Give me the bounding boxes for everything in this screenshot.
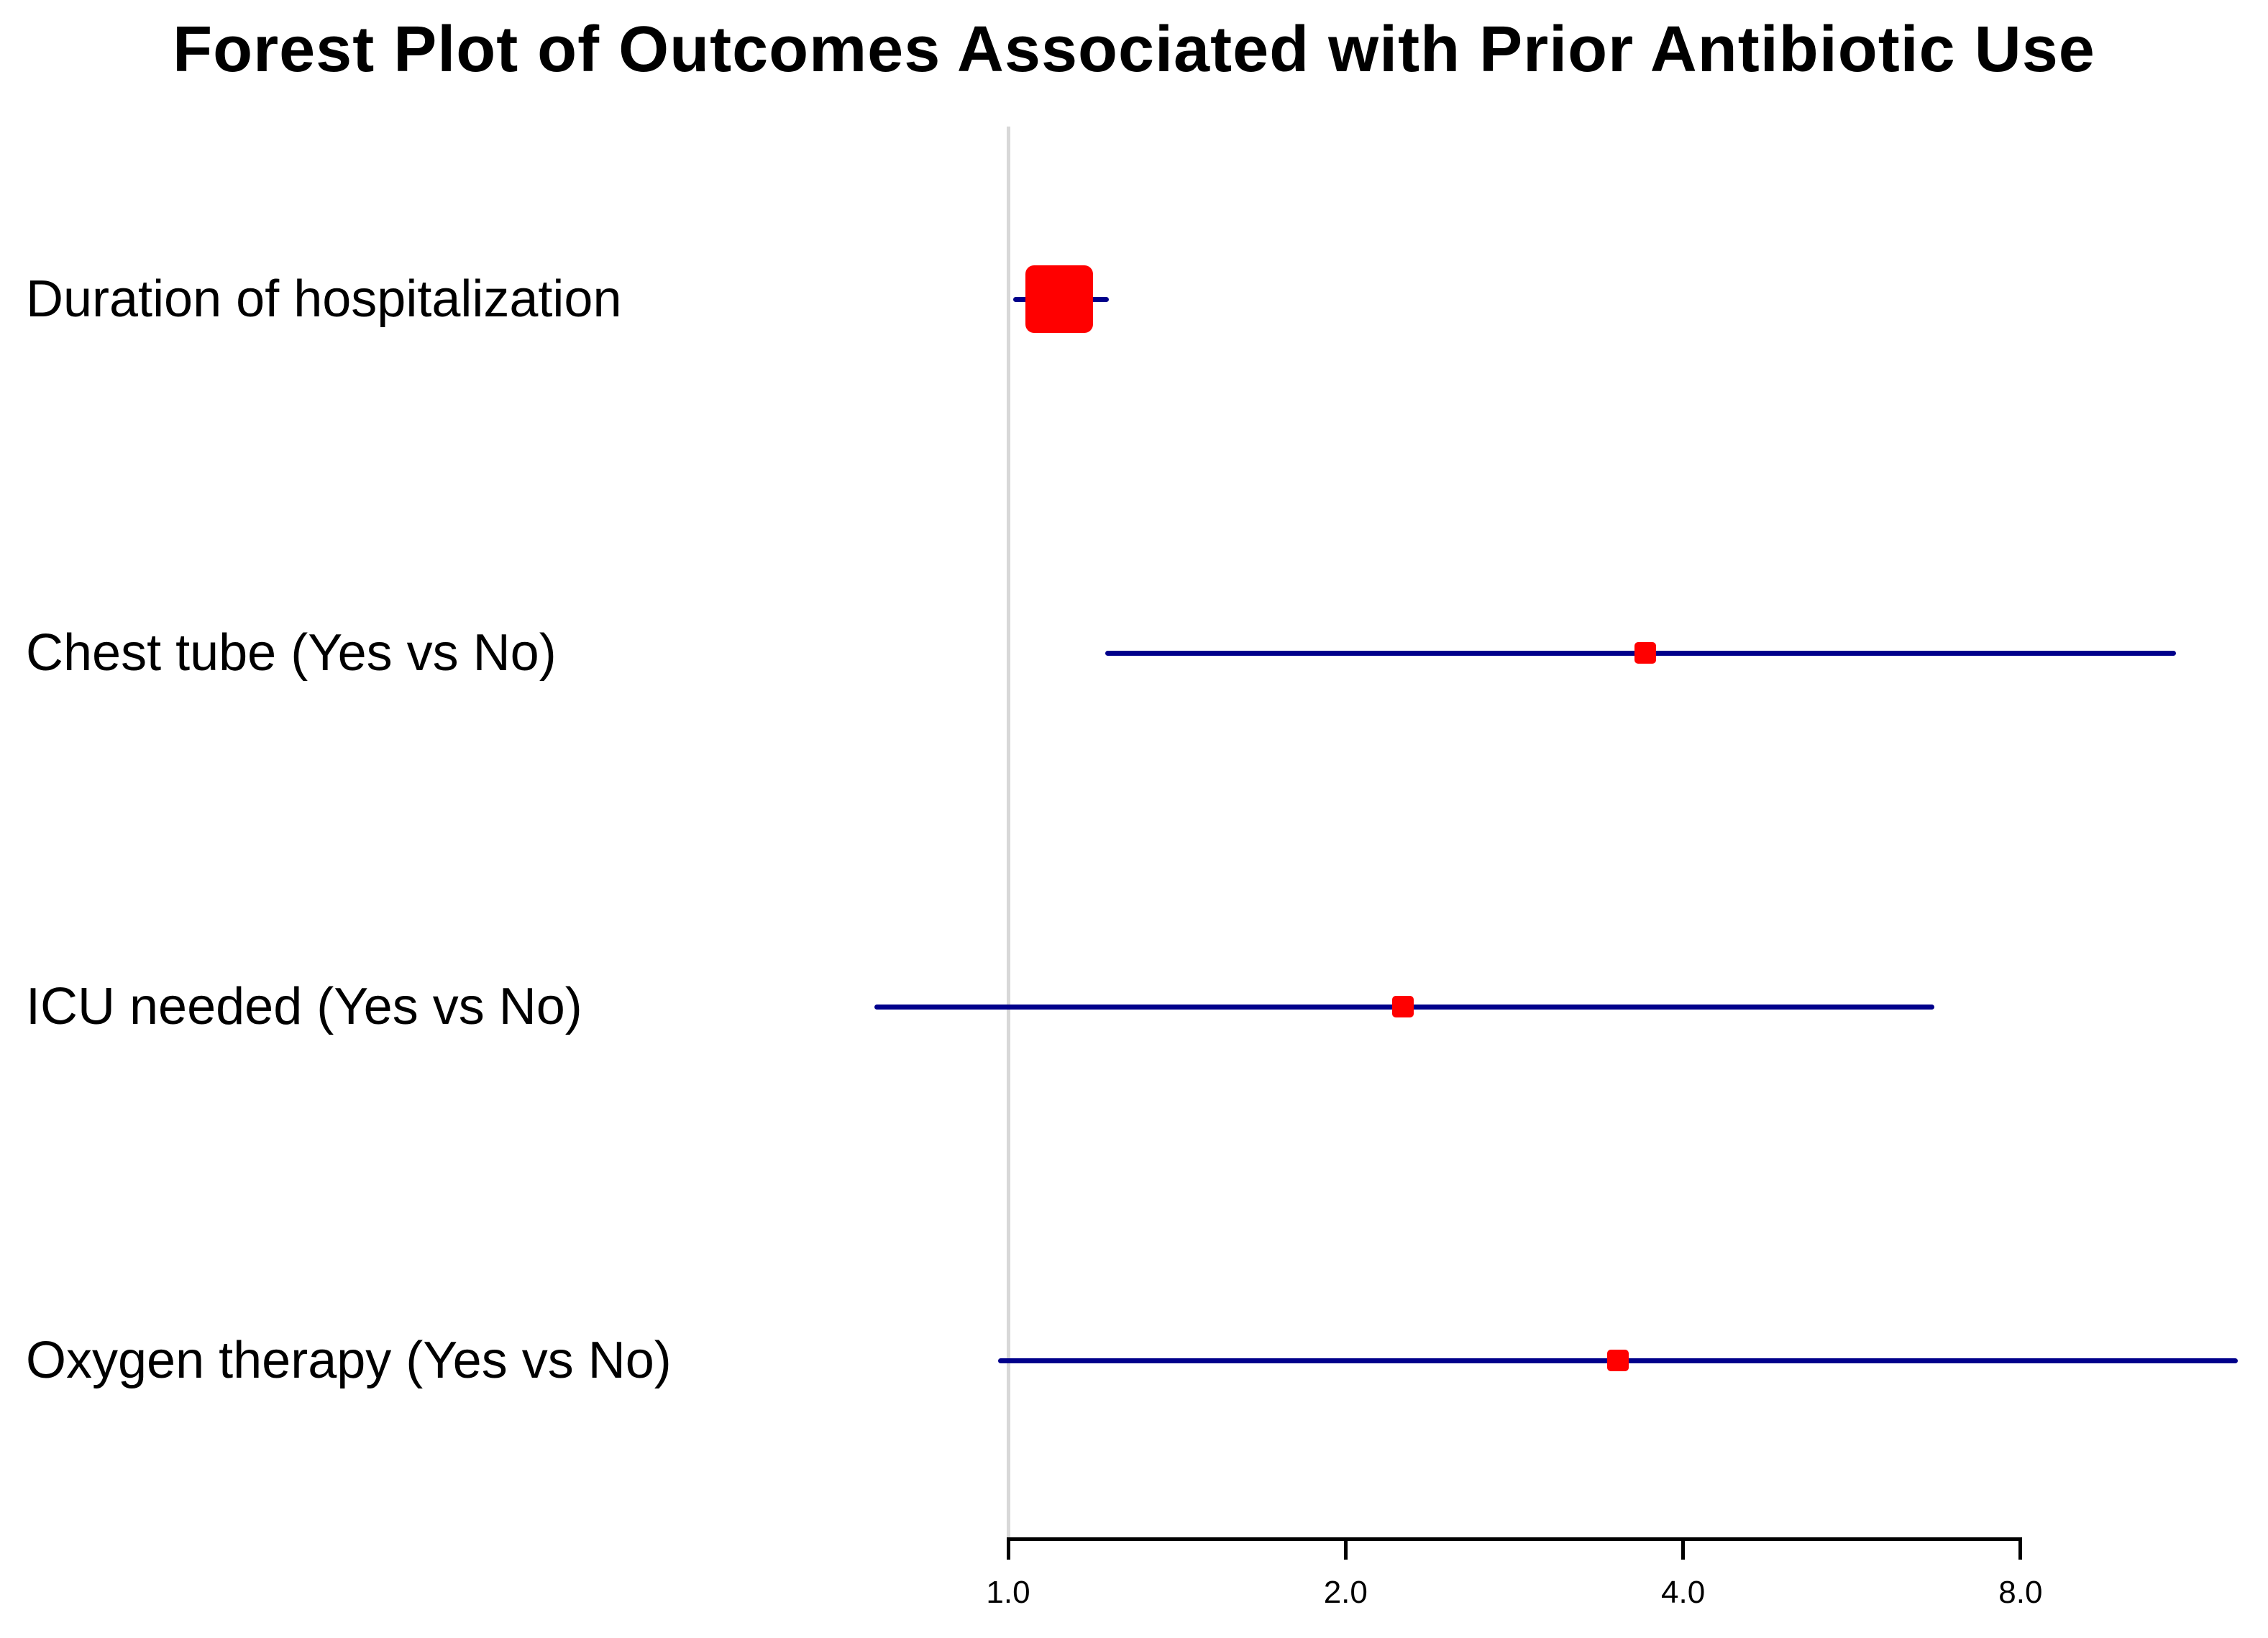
chart-title: Forest Plot of Outcomes Associated with …: [173, 14, 2095, 86]
x-axis-tick: [1006, 1537, 1010, 1560]
estimate-marker: [1607, 1350, 1629, 1371]
x-axis-tick-label: 8.0: [1998, 1575, 2043, 1610]
x-axis-line: [1008, 1537, 2022, 1541]
x-axis-tick-label: 2.0: [1323, 1575, 1368, 1610]
row-label: Oxygen therapy (Yes vs No): [26, 1332, 672, 1389]
x-axis-tick-label: 1.0: [986, 1575, 1030, 1610]
x-axis-tick: [1681, 1537, 1686, 1560]
reference-line: [1006, 127, 1010, 1537]
estimate-marker: [1392, 996, 1414, 1017]
row-label: Chest tube (Yes vs No): [26, 624, 557, 682]
estimate-marker: [1634, 642, 1656, 664]
x-axis-tick-label: 4.0: [1661, 1575, 1706, 1610]
row-label: ICU needed (Yes vs No): [26, 978, 582, 1035]
row-label: Duration of hospitalization: [26, 270, 622, 328]
estimate-marker: [1025, 265, 1093, 333]
x-axis-tick: [1343, 1537, 1348, 1560]
x-axis-tick: [2018, 1537, 2023, 1560]
